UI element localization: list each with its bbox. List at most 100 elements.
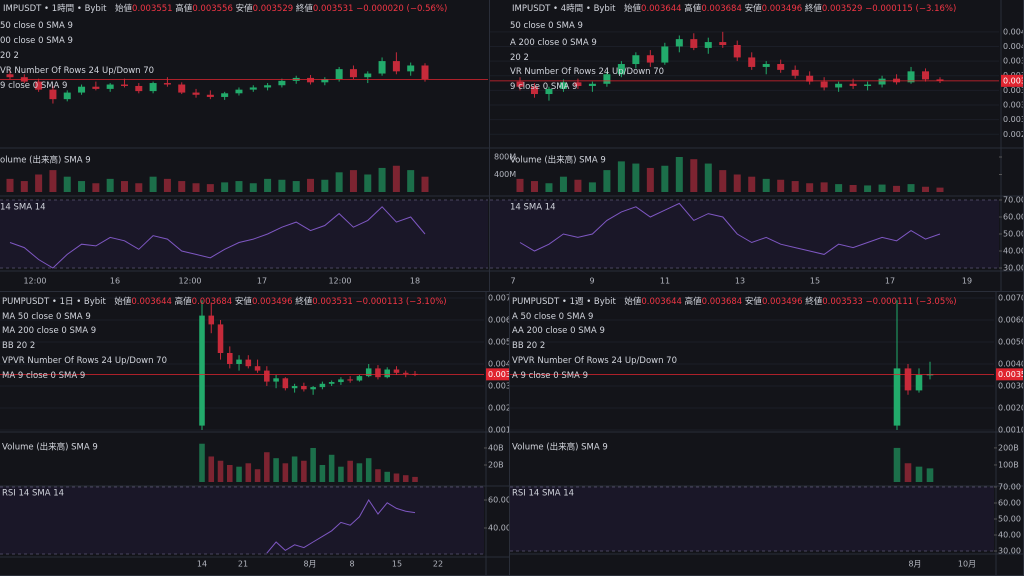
volume-bar [820, 182, 828, 192]
price-tag: 0.003533 [998, 370, 1024, 379]
indicator-label: 00 close 0 SMA 9 [0, 36, 73, 46]
ohlc-value: 0.003496 [251, 297, 293, 307]
candle-body [661, 46, 669, 63]
volume-bar [249, 183, 257, 192]
time-label: 12:00 [23, 277, 46, 286]
candle-body [106, 84, 114, 89]
volume-bar [632, 163, 640, 192]
volume-bar [364, 174, 372, 192]
candle-body [206, 94, 214, 97]
rsi-tick-label: 30.00 [1003, 264, 1024, 273]
time-label: 13 [735, 277, 745, 286]
price-tag: 0.003531 [488, 370, 510, 379]
candle-body [163, 83, 171, 85]
rsi-pane-bg [490, 200, 999, 268]
indicator-label: BB 20 2 [512, 341, 546, 351]
time-label: 11 [660, 277, 670, 286]
volume-bar [273, 458, 279, 482]
candle-body [748, 57, 756, 67]
symbol-header: PUMPUSDT • 1日 • Bybit 始値0.003644 高値0.003… [2, 297, 447, 308]
candle-body [227, 353, 233, 364]
volume-bar [49, 170, 57, 192]
volume-bar [292, 181, 300, 192]
ohlc-value: 0.003684 [701, 4, 742, 14]
indicator-label: 9 close 0 SMA 9 [0, 81, 68, 91]
candle-body [588, 83, 596, 86]
rsi-tick-label: 60.00 [488, 496, 510, 505]
price-tick-label: 0.004000 [488, 360, 510, 369]
candle-body [719, 42, 727, 45]
price-tag-bg [486, 368, 509, 381]
candle-body [407, 65, 415, 72]
price-tick-label: 0.00340 [1003, 86, 1024, 95]
volume-bar [6, 178, 14, 192]
candle-body [192, 92, 200, 95]
ohlc-label: 高値 [684, 297, 702, 307]
rsi-tick-label: 50.00 [1003, 230, 1024, 239]
symbol-header: IMPUSDT • 1時間 • Bybit 始値0.003551 高値0.003… [3, 4, 447, 15]
candle-body [356, 376, 363, 381]
candle-body [347, 379, 353, 381]
volume-bar [178, 181, 186, 192]
volume-label: Volume (出来高) SMA 9 [2, 442, 98, 453]
candle-body [375, 368, 381, 378]
candle-body [922, 71, 930, 80]
candle-body [378, 61, 386, 74]
candle-body [221, 93, 229, 97]
candle-body [632, 55, 640, 65]
candle-body [310, 387, 316, 390]
chart: 0.007000 0.006000 0.005000 0.004000 0.003000… [0, 292, 510, 575]
time-label: 21 [238, 560, 248, 569]
volume-bar [163, 178, 171, 192]
candle-body [319, 383, 326, 388]
price-tick-label: 0.006000 [488, 316, 510, 325]
volume-bar [120, 181, 128, 192]
rsi-pane-bg [0, 487, 484, 554]
ohlc-label: 安値 [744, 4, 762, 14]
volume-bar [922, 186, 930, 192]
volume-bar [893, 447, 901, 482]
candle-body [835, 83, 843, 88]
volume-bar [864, 185, 872, 192]
volume-bar [335, 172, 343, 192]
indicator-label: A 50 close 0 SMA 9 [512, 312, 594, 322]
time-label: 17 [257, 277, 267, 286]
volume-tick-label: 40B [488, 443, 504, 452]
ohlc-label: 高値 [174, 297, 192, 307]
rsi-tick-label: 60.00 [1003, 213, 1024, 222]
time-label: 12:00 [328, 277, 351, 286]
rsi-label: RSI 14 SMA 14 [2, 489, 64, 499]
ohlc-label: 高値 [684, 4, 702, 14]
volume-bar [791, 181, 799, 192]
volume-bar [675, 157, 683, 192]
volume-bar [78, 181, 86, 192]
indicator-label: A 200 close 0 SMA 9 [510, 38, 597, 48]
volume-bar [20, 181, 28, 192]
price-tick-label: 0.007000 [488, 294, 510, 303]
indicator-label: VPVR Number Of Rows 24 Up/Down 70 [512, 356, 678, 366]
candle-body [864, 84, 872, 86]
volume-bar [221, 182, 229, 192]
volume-bar [208, 456, 215, 482]
volume-bar [392, 165, 400, 192]
candle-body [264, 370, 270, 382]
price-tick-label: 0.00320 [1003, 101, 1024, 110]
volume-tick-label: 400M [494, 170, 516, 179]
candle-body [6, 74, 14, 78]
ohlc-value: 0.003644 [131, 297, 172, 307]
volume-bar [328, 454, 335, 482]
volume-bar [63, 176, 71, 192]
rsi-pane-bg [510, 487, 994, 551]
ohlc-label: 終値 [295, 4, 313, 14]
ohlc-label: 終値 [295, 297, 313, 307]
volume-bar [574, 179, 582, 192]
candle-body [291, 386, 298, 389]
candle-body [762, 64, 770, 67]
ohlc-label: 始値 [115, 4, 133, 14]
candle-body [849, 83, 857, 86]
volume-bar [349, 170, 357, 192]
price-tick-label: 0.001000 [488, 426, 510, 435]
volume-bar [603, 170, 611, 192]
candle-body [402, 372, 409, 374]
